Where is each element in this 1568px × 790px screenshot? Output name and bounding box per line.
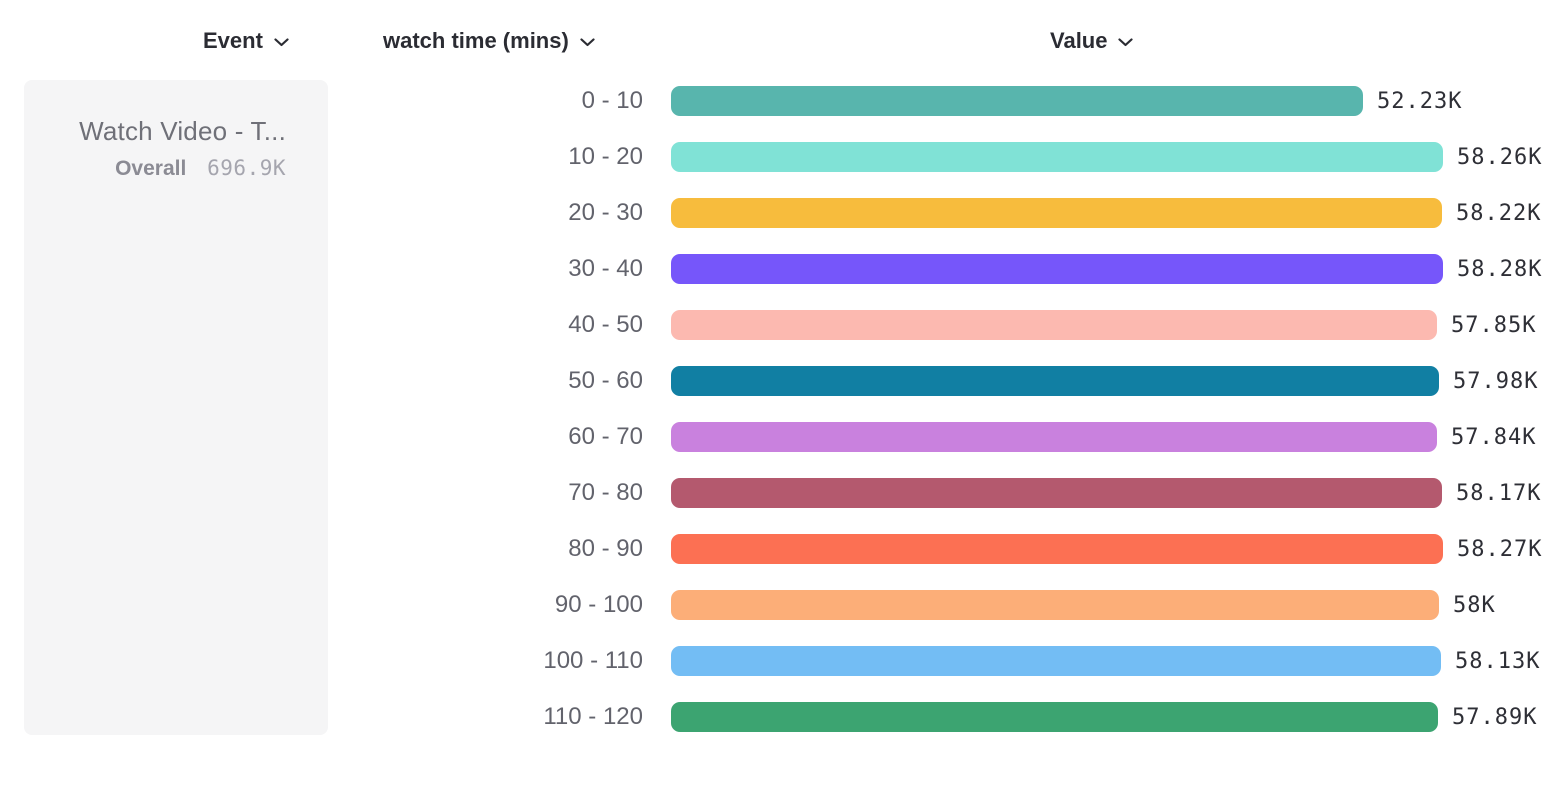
chevron-down-icon [580,38,595,47]
event-column-header[interactable]: Event [203,28,289,54]
value-bar[interactable] [671,646,1441,676]
bucket-label: 110 - 120 [543,703,643,730]
chart-row: 0 - 10 52.23K [0,73,1568,129]
chart-row: 30 - 40 58.28K [0,241,1568,297]
value-bar[interactable] [671,198,1442,228]
value-column-header[interactable]: Value [1050,28,1134,54]
event-title: Watch Video - T... [79,116,286,146]
chart-row: 80 - 90 58.27K [0,521,1568,577]
value-label: 57.85K [1451,312,1537,338]
chart-row: 90 - 100 58K [0,577,1568,633]
chart-row: 100 - 110 58.13K [0,633,1568,689]
value-label: 57.98K [1453,368,1539,394]
overall-value: 696.9K [207,156,286,180]
value-label: 57.89K [1452,704,1538,730]
value-label: 58K [1453,592,1496,618]
bucket-label: 60 - 70 [568,423,643,450]
value-bar[interactable] [671,86,1363,116]
breakdown-column-label: watch time (mins) [383,28,569,53]
value-label: 58.13K [1455,648,1541,674]
bucket-label: 20 - 30 [568,199,643,226]
bucket-label: 70 - 80 [568,479,643,506]
value-bar[interactable] [671,534,1443,564]
overall-label: Overall [115,157,187,180]
value-bar[interactable] [671,478,1442,508]
bar-chart: 0 - 10 52.23K 10 - 20 58.26K 20 - 30 58.22K 30… [0,73,1568,745]
value-bar[interactable] [671,310,1437,340]
event-overall-row: Overall 696.9K [24,156,286,181]
chart-row: 110 - 120 57.89K [0,689,1568,745]
value-bar[interactable] [671,254,1443,284]
value-label: 57.84K [1451,424,1537,450]
chart-row: 40 - 50 57.85K [0,297,1568,353]
value-bar[interactable] [671,366,1439,396]
value-label: 58.26K [1457,144,1543,170]
event-column-label: Event [203,28,263,53]
bucket-label: 80 - 90 [568,535,643,562]
value-label: 52.23K [1377,88,1463,114]
bucket-label: 40 - 50 [568,311,643,338]
value-label: 58.22K [1456,200,1542,226]
value-label: 58.28K [1457,256,1543,282]
breakdown-column-header[interactable]: watch time (mins) [383,28,595,54]
bucket-label: 100 - 110 [543,647,643,674]
value-bar[interactable] [671,590,1439,620]
event-card[interactable]: Watch Video - T... Overall 696.9K [24,80,328,735]
value-label: 58.27K [1457,536,1543,562]
chevron-down-icon [1118,38,1134,47]
bucket-label: 50 - 60 [568,367,643,394]
chart-row: 20 - 30 58.22K [0,185,1568,241]
chart-row: 70 - 80 58.17K [0,465,1568,521]
chart-row: 10 - 20 58.26K [0,129,1568,185]
chart-row: 60 - 70 57.84K [0,409,1568,465]
chart-row: 50 - 60 57.98K [0,353,1568,409]
value-bar[interactable] [671,142,1443,172]
bucket-label: 10 - 20 [568,143,643,170]
value-label: 58.17K [1456,480,1542,506]
value-bar[interactable] [671,702,1438,732]
bucket-label: 30 - 40 [568,255,643,282]
bucket-label: 90 - 100 [554,591,643,618]
value-bar[interactable] [671,422,1437,452]
value-column-label: Value [1050,28,1108,53]
bucket-label: 0 - 10 [581,87,643,114]
chevron-down-icon [274,38,289,47]
